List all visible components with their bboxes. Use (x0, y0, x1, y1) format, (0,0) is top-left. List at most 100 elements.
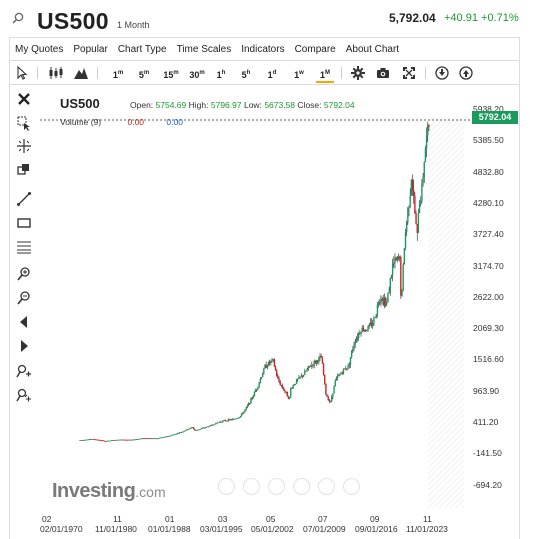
candle-body (251, 398, 253, 399)
candle-body (178, 432, 181, 434)
chart-symbol: US500 (60, 96, 100, 111)
menu-chart-type[interactable]: Chart Type (117, 43, 167, 55)
candle-body (252, 395, 254, 399)
x-tick-label: 07/01/2009 (303, 524, 346, 534)
crosshair-icon[interactable] (16, 138, 32, 154)
timeframe-1h-button[interactable]: 1h (214, 65, 228, 81)
candle-body (356, 337, 359, 339)
candle-body (154, 438, 156, 439)
candle-body (153, 438, 155, 439)
candle-body (368, 324, 370, 327)
scroll-left-icon[interactable] (16, 314, 32, 330)
x-tick-label: 09/01/2016 (355, 524, 398, 534)
candle-body (158, 437, 161, 439)
timeframe-unit: d (272, 70, 277, 76)
menu-popular[interactable]: Popular (73, 43, 108, 55)
x-tick-label: 01 (165, 514, 175, 524)
menu-my-quotes[interactable]: My Quotes (15, 43, 64, 55)
timeframe-30m-button[interactable]: 30m (186, 65, 208, 81)
candle-body (340, 372, 342, 374)
timeframe-1d-button[interactable]: 1d (265, 65, 279, 81)
timeframe-1w-button[interactable]: 1w (291, 65, 307, 81)
y-tick-label: 963.90 (473, 385, 499, 396)
logo-suffix: .com (135, 484, 166, 500)
cursor-icon[interactable] (16, 66, 28, 80)
candle-body (217, 422, 219, 424)
timeframe-15m-button[interactable]: 15m (160, 65, 182, 81)
search-icon[interactable] (12, 12, 24, 24)
candle-body (141, 438, 143, 440)
clone-icon[interactable] (16, 162, 32, 178)
candle-body (277, 375, 279, 379)
menu-about-chart[interactable]: About Chart (345, 43, 400, 55)
nav-zoom-in-button[interactable] (243, 478, 260, 495)
chart-area[interactable] (9, 85, 520, 539)
candle-body (116, 439, 119, 441)
fibonacci-icon[interactable] (16, 239, 32, 255)
candle-body (127, 439, 129, 441)
candle-body (88, 439, 91, 441)
candle-body (320, 356, 322, 358)
candle-body (237, 418, 239, 419)
candle-body (148, 438, 150, 440)
candle-body (339, 373, 341, 376)
candle-body (404, 232, 407, 249)
candle-body (327, 396, 329, 401)
candle-body (156, 438, 158, 440)
candle-body (263, 368, 265, 374)
candle-body (311, 364, 313, 367)
download-icon[interactable] (435, 66, 449, 80)
candle-body (394, 257, 396, 263)
timeframe-unit: m (117, 70, 124, 76)
nav-end-button[interactable] (343, 478, 360, 495)
candle-body (167, 436, 169, 438)
candle-body (267, 361, 270, 367)
candle-body (353, 344, 355, 350)
trend-line-icon[interactable] (16, 191, 32, 207)
candle-body (144, 438, 147, 439)
timeframe-1m-button[interactable]: 1m (110, 65, 126, 81)
candle-body (345, 368, 347, 370)
candle-body (244, 409, 246, 412)
menu-time-scales[interactable]: Time Scales (176, 43, 232, 55)
close-icon[interactable] (16, 91, 32, 107)
select-cursor-icon[interactable] (16, 115, 32, 131)
rectangle-icon[interactable] (16, 215, 32, 231)
nav-reset-button[interactable] (318, 478, 335, 495)
zoom-out-icon[interactable] (16, 290, 32, 306)
candle-body (335, 377, 338, 381)
candle-body (106, 440, 108, 442)
candle-body (417, 213, 420, 233)
candle-body (103, 440, 106, 442)
candle-body (290, 388, 292, 398)
menu-indicators[interactable]: Indicators (241, 43, 285, 55)
candle-body (206, 426, 209, 428)
price-chart[interactable] (40, 86, 519, 538)
gear-icon[interactable] (351, 66, 365, 80)
camera-icon[interactable] (376, 66, 390, 80)
magnet-move-icon[interactable] (16, 387, 32, 403)
timeframe-1M-button[interactable]: 1M (316, 65, 334, 83)
menu-compare[interactable]: Compare (294, 43, 336, 55)
candle-body (204, 427, 206, 429)
magnet-add-icon[interactable] (16, 363, 32, 379)
fullscreen-icon[interactable] (402, 66, 416, 80)
candlestick-icon[interactable] (48, 66, 64, 80)
nav-left-button[interactable] (268, 478, 285, 495)
scroll-right-icon[interactable] (16, 338, 32, 354)
candle-body (192, 427, 195, 429)
candle-body (164, 436, 167, 438)
zoom-in-icon[interactable] (16, 266, 32, 282)
candle-body (170, 435, 173, 437)
candle-body (86, 439, 88, 441)
upload-icon[interactable] (459, 66, 473, 80)
candle-body (114, 440, 116, 441)
timeframe-5m-button[interactable]: 5m (136, 65, 152, 81)
area-chart-icon[interactable] (74, 67, 88, 79)
candle-body (336, 376, 339, 378)
candle-body (312, 364, 314, 366)
timeframe-5h-button[interactable]: 5h (239, 65, 253, 81)
nav-right-button[interactable] (293, 478, 310, 495)
candle-body (349, 357, 352, 365)
nav-zoom-out-button[interactable] (218, 478, 235, 495)
